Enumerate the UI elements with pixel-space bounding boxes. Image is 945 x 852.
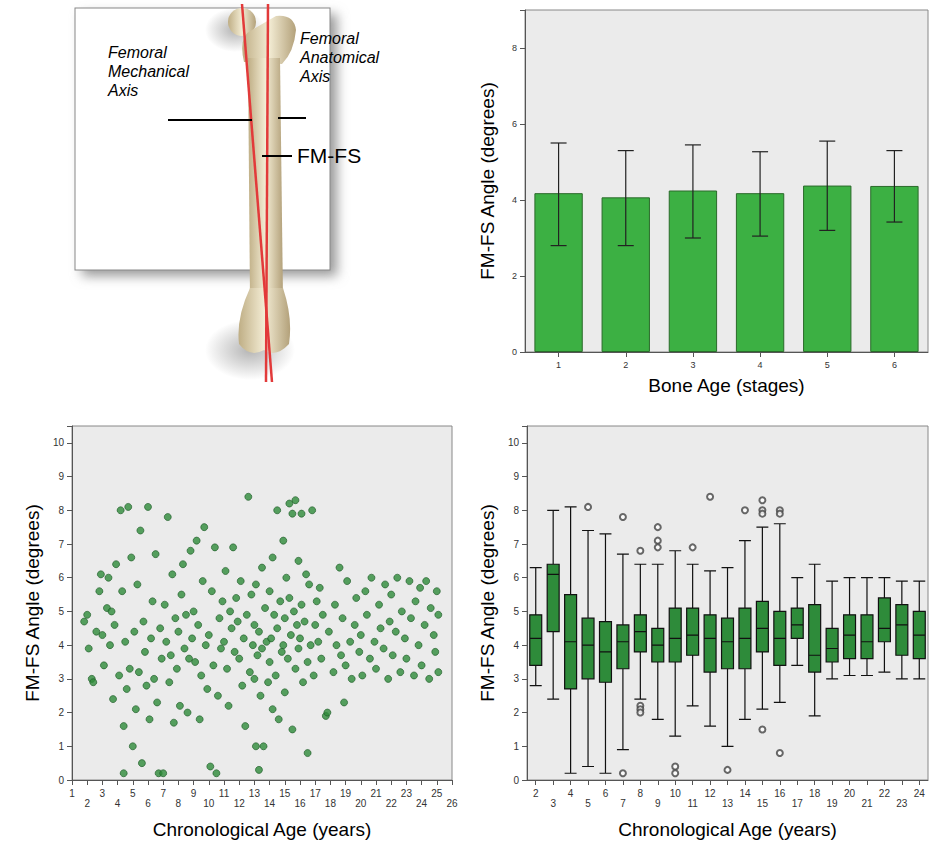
- svg-text:4: 4: [513, 640, 519, 651]
- svg-text:3: 3: [100, 788, 106, 799]
- svg-text:3: 3: [690, 360, 695, 370]
- svg-text:7: 7: [160, 788, 166, 799]
- svg-text:FM-FS Angle (degrees): FM-FS Angle (degrees): [477, 504, 498, 701]
- svg-text:19: 19: [827, 798, 839, 809]
- svg-text:23: 23: [401, 788, 413, 799]
- svg-text:1: 1: [556, 360, 561, 370]
- svg-text:23: 23: [896, 798, 908, 809]
- svg-text:18: 18: [809, 788, 821, 799]
- svg-text:FemoralAnatomicalAxis: FemoralAnatomicalAxis: [299, 30, 380, 85]
- svg-text:5: 5: [58, 606, 64, 617]
- svg-text:9: 9: [655, 798, 661, 809]
- svg-text:6: 6: [512, 119, 517, 129]
- svg-text:4: 4: [568, 788, 574, 799]
- svg-text:7: 7: [58, 539, 64, 550]
- svg-text:1: 1: [58, 741, 64, 752]
- svg-text:6: 6: [513, 572, 519, 583]
- svg-text:2: 2: [84, 798, 90, 809]
- svg-text:6: 6: [603, 788, 609, 799]
- svg-text:FM-FS: FM-FS: [297, 144, 361, 167]
- svg-text:12: 12: [234, 798, 246, 809]
- svg-text:3: 3: [550, 798, 556, 809]
- svg-text:24: 24: [914, 788, 926, 799]
- svg-text:22: 22: [879, 788, 891, 799]
- svg-text:1: 1: [69, 788, 75, 799]
- svg-text:4: 4: [758, 360, 763, 370]
- svg-text:0: 0: [58, 775, 64, 786]
- svg-text:7: 7: [620, 798, 626, 809]
- svg-text:6: 6: [145, 798, 151, 809]
- svg-text:21: 21: [861, 798, 873, 809]
- svg-text:10: 10: [670, 788, 682, 799]
- svg-text:2: 2: [623, 360, 628, 370]
- svg-text:16: 16: [294, 798, 306, 809]
- svg-text:26: 26: [446, 798, 458, 809]
- svg-text:4: 4: [58, 640, 64, 651]
- svg-text:2: 2: [512, 271, 517, 281]
- svg-text:17: 17: [310, 788, 322, 799]
- svg-text:13: 13: [722, 798, 734, 809]
- svg-text:4: 4: [512, 195, 517, 205]
- svg-text:22: 22: [386, 798, 398, 809]
- svg-text:9: 9: [513, 471, 519, 482]
- svg-text:10: 10: [508, 437, 520, 448]
- svg-text:8: 8: [58, 505, 64, 516]
- svg-text:14: 14: [264, 798, 276, 809]
- svg-text:5: 5: [513, 606, 519, 617]
- svg-text:15: 15: [279, 788, 291, 799]
- svg-text:5: 5: [825, 360, 830, 370]
- svg-text:6: 6: [892, 360, 897, 370]
- svg-text:8: 8: [513, 505, 519, 516]
- svg-text:20: 20: [355, 798, 367, 809]
- svg-text:0: 0: [512, 347, 517, 357]
- svg-text:1: 1: [513, 741, 519, 752]
- svg-text:5: 5: [585, 798, 591, 809]
- svg-text:24: 24: [416, 798, 428, 809]
- svg-text:18: 18: [325, 798, 337, 809]
- svg-text:9: 9: [58, 471, 64, 482]
- svg-text:Chronological Age (years): Chronological Age (years): [153, 819, 372, 840]
- svg-text:15: 15: [757, 798, 769, 809]
- svg-text:Chronological Age (years): Chronological Age (years): [618, 819, 837, 840]
- svg-text:FemoralMechanicalAxis: FemoralMechanicalAxis: [107, 44, 189, 99]
- svg-text:12: 12: [705, 788, 717, 799]
- svg-text:2: 2: [533, 788, 539, 799]
- svg-text:21: 21: [370, 788, 382, 799]
- svg-text:4: 4: [115, 798, 121, 809]
- svg-text:2: 2: [513, 707, 519, 718]
- svg-text:FM-FS Angle (degrees): FM-FS Angle (degrees): [22, 504, 43, 701]
- svg-text:13: 13: [249, 788, 261, 799]
- svg-text:10: 10: [53, 437, 65, 448]
- svg-text:11: 11: [219, 788, 230, 799]
- svg-text:17: 17: [792, 798, 804, 809]
- svg-text:0: 0: [513, 775, 519, 786]
- svg-text:19: 19: [340, 788, 352, 799]
- svg-text:20: 20: [844, 788, 856, 799]
- svg-text:16: 16: [774, 788, 786, 799]
- svg-text:6: 6: [58, 572, 64, 583]
- svg-text:7: 7: [513, 539, 519, 550]
- svg-text:9: 9: [191, 788, 197, 799]
- svg-text:8: 8: [176, 798, 182, 809]
- svg-text:14: 14: [739, 788, 751, 799]
- svg-text:FM-FS Angle (degrees): FM-FS Angle (degrees): [477, 82, 498, 279]
- svg-text:8: 8: [638, 788, 644, 799]
- svg-text:25: 25: [431, 788, 443, 799]
- svg-text:5: 5: [130, 788, 136, 799]
- svg-text:11: 11: [687, 798, 698, 809]
- svg-text:Bone Age (stages): Bone Age (stages): [648, 375, 804, 396]
- svg-text:10: 10: [203, 798, 215, 809]
- svg-text:2: 2: [58, 707, 64, 718]
- svg-text:3: 3: [58, 673, 64, 684]
- svg-text:3: 3: [513, 673, 519, 684]
- svg-text:8: 8: [512, 43, 517, 53]
